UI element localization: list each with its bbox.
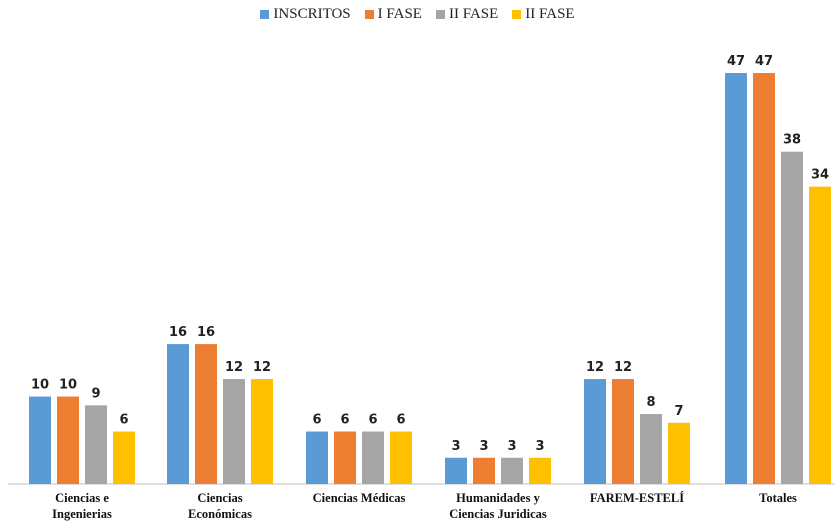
data-label-0-4: 12	[586, 360, 604, 375]
data-label-0-2: 6	[312, 413, 321, 428]
legend-label-ii-fase: II FASE	[448, 6, 499, 22]
bar-2-1	[223, 379, 245, 484]
bar-3-5	[809, 186, 831, 484]
bar-2-3	[501, 457, 523, 484]
legend-item-i-fase: I FASE	[364, 6, 422, 23]
bar-1-0	[57, 396, 79, 484]
category-label-4: FAREM-ESTELÍ	[590, 491, 684, 505]
bar-2-0	[85, 405, 107, 484]
data-label-2-4: 8	[646, 395, 655, 410]
data-label-3-3: 3	[535, 439, 544, 454]
data-label-1-3: 3	[479, 439, 488, 454]
bar-0-0	[29, 396, 51, 484]
legend-item-ii-fase-2: II FASE	[512, 6, 575, 23]
data-label-2-3: 3	[507, 439, 516, 454]
bar-3-2	[390, 431, 412, 484]
bar-3-3	[529, 457, 551, 484]
data-label-3-4: 7	[674, 404, 683, 419]
bar-3-1	[251, 379, 273, 484]
data-label-3-2: 6	[396, 413, 405, 428]
category-label-5: Totales	[759, 491, 797, 505]
data-label-0-0: 10	[31, 378, 49, 393]
bar-1-4	[612, 379, 634, 484]
bar-0-4	[584, 379, 606, 484]
legend-swatch-ii-fase	[435, 10, 445, 19]
bar-0-3	[445, 457, 467, 484]
data-label-1-2: 6	[340, 413, 349, 428]
bar-1-3	[473, 457, 495, 484]
data-label-3-5: 34	[811, 168, 829, 183]
legend-swatch-ii-fase-2	[512, 10, 522, 19]
legend-item-ii-fase: II FASE	[435, 6, 499, 23]
bar-0-5	[725, 73, 747, 484]
bar-1-1	[195, 344, 217, 484]
legend-label-i-fase: I FASE	[377, 6, 422, 22]
bar-2-2	[362, 431, 384, 484]
legend-label-inscritos: INSCRITOS	[273, 6, 351, 22]
data-label-3-0: 6	[119, 413, 128, 428]
legend: INSCRITOS I FASE II FASE II FASE	[0, 6, 835, 23]
data-label-0-1: 16	[169, 325, 187, 340]
category-label-3: Humanidades y Ciencias Juridicas	[449, 491, 547, 521]
data-label-0-3: 3	[451, 439, 460, 454]
bar-3-0	[113, 431, 135, 484]
bar-3-4	[668, 422, 690, 484]
data-label-1-4: 12	[614, 360, 632, 375]
category-label-2: Ciencias Médicas	[313, 491, 406, 505]
bar-0-2	[306, 431, 328, 484]
category-label-1: Ciencias Económicas	[188, 491, 252, 521]
data-label-1-5: 47	[755, 54, 773, 69]
legend-swatch-inscritos	[260, 10, 270, 19]
data-label-1-0: 10	[59, 378, 77, 393]
data-label-2-1: 12	[225, 360, 243, 375]
bar-2-4	[640, 414, 662, 484]
data-label-0-5: 47	[727, 54, 745, 69]
legend-item-inscritos: INSCRITOS	[260, 6, 351, 23]
data-label-1-1: 16	[197, 325, 215, 340]
bar-0-1	[167, 344, 189, 484]
data-label-2-0: 9	[91, 386, 100, 401]
bar-1-5	[753, 73, 775, 484]
data-label-2-2: 6	[368, 413, 377, 428]
data-label-2-5: 38	[783, 133, 801, 148]
legend-label-ii-fase-2: II FASE	[525, 6, 575, 22]
bar-1-2	[334, 431, 356, 484]
data-label-3-1: 12	[253, 360, 271, 375]
legend-swatch-i-fase	[364, 10, 374, 19]
category-label-0: Ciencias e Ingenierias	[52, 491, 112, 521]
bar-2-5	[781, 151, 803, 484]
